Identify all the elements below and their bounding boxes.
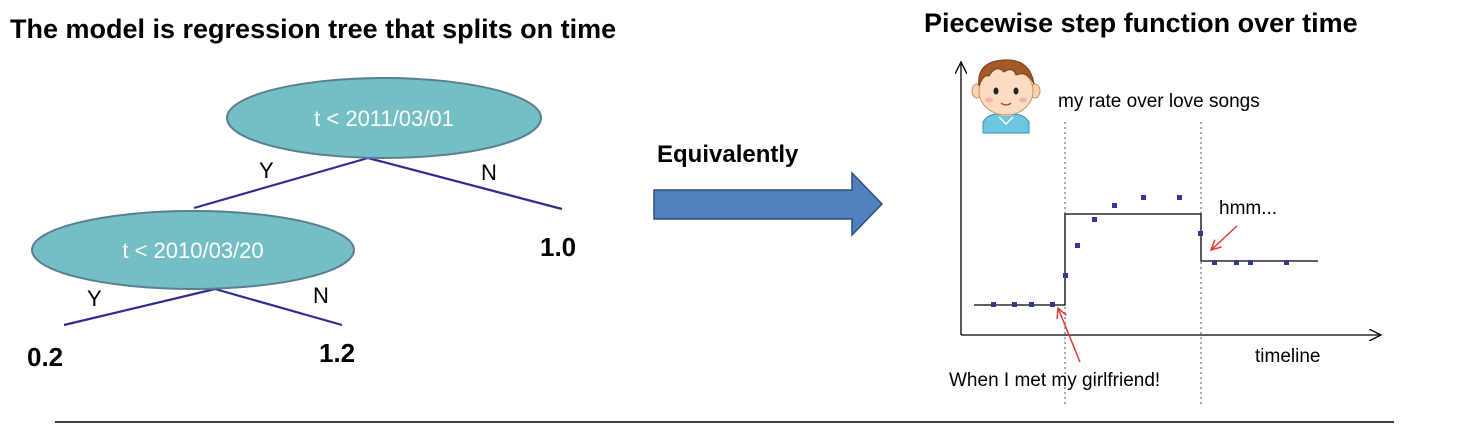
data-point bbox=[1234, 260, 1239, 265]
series-label: my rate over love songs bbox=[1058, 91, 1260, 112]
regression-tree: t < 2011/03/01 t < 2010/03/20 Y N Y N 1.… bbox=[27, 77, 576, 372]
equivalence-arrow: Equivalently bbox=[653, 141, 884, 237]
leaf-value-child-no: 1.2 bbox=[319, 338, 355, 368]
root-no-label: N bbox=[481, 160, 497, 185]
data-point bbox=[1075, 243, 1080, 248]
annotation-arrow-hmm bbox=[1211, 225, 1238, 250]
data-point bbox=[1141, 195, 1146, 200]
step-function-line bbox=[974, 213, 1318, 306]
step-function-title: Piecewise step function over time bbox=[924, 8, 1358, 38]
tree-edge-root-no bbox=[367, 156, 563, 211]
data-point bbox=[1284, 260, 1289, 265]
tree-child-node bbox=[31, 210, 355, 290]
x-axis-label: timeline bbox=[1255, 346, 1320, 367]
tree-title: The model is regression tree that splits… bbox=[10, 14, 617, 44]
boy-face-icon bbox=[971, 59, 1041, 134]
data-point bbox=[1029, 302, 1034, 307]
data-point bbox=[991, 302, 996, 307]
child-no-label: N bbox=[313, 283, 329, 308]
data-point bbox=[1198, 231, 1203, 236]
data-point bbox=[1212, 260, 1217, 265]
step-function-chart: my rate over love songs hmm... timeline … bbox=[949, 59, 1381, 406]
leaf-value-child-yes: 0.2 bbox=[27, 342, 63, 372]
tree-root-node bbox=[226, 77, 542, 159]
data-point bbox=[1092, 217, 1097, 222]
tree-child-label: t < 2010/03/20 bbox=[122, 238, 263, 263]
leaf-value-root-no: 1.0 bbox=[540, 232, 576, 262]
annotation-arrow-met bbox=[1058, 308, 1081, 363]
data-point bbox=[1063, 273, 1068, 278]
tree-edge-root-yes bbox=[193, 156, 369, 210]
data-point bbox=[1012, 302, 1017, 307]
root-yes-label: Y bbox=[259, 158, 274, 183]
data-point bbox=[1248, 260, 1253, 265]
equivalently-label: Equivalently bbox=[657, 141, 799, 168]
data-points bbox=[991, 195, 1289, 307]
annotation-hmm: hmm... bbox=[1219, 198, 1277, 219]
data-point bbox=[1177, 195, 1182, 200]
tree-root-label: t < 2011/03/01 bbox=[314, 106, 454, 131]
big-right-arrow-icon bbox=[653, 171, 884, 237]
data-point bbox=[1050, 302, 1055, 307]
child-yes-label: Y bbox=[87, 286, 102, 311]
data-point bbox=[1112, 203, 1117, 208]
annotation-met-girlfriend: When I met my girlfriend! bbox=[949, 370, 1160, 391]
tree-edge-child-no bbox=[214, 287, 343, 327]
tree-edge-child-yes bbox=[63, 287, 216, 327]
